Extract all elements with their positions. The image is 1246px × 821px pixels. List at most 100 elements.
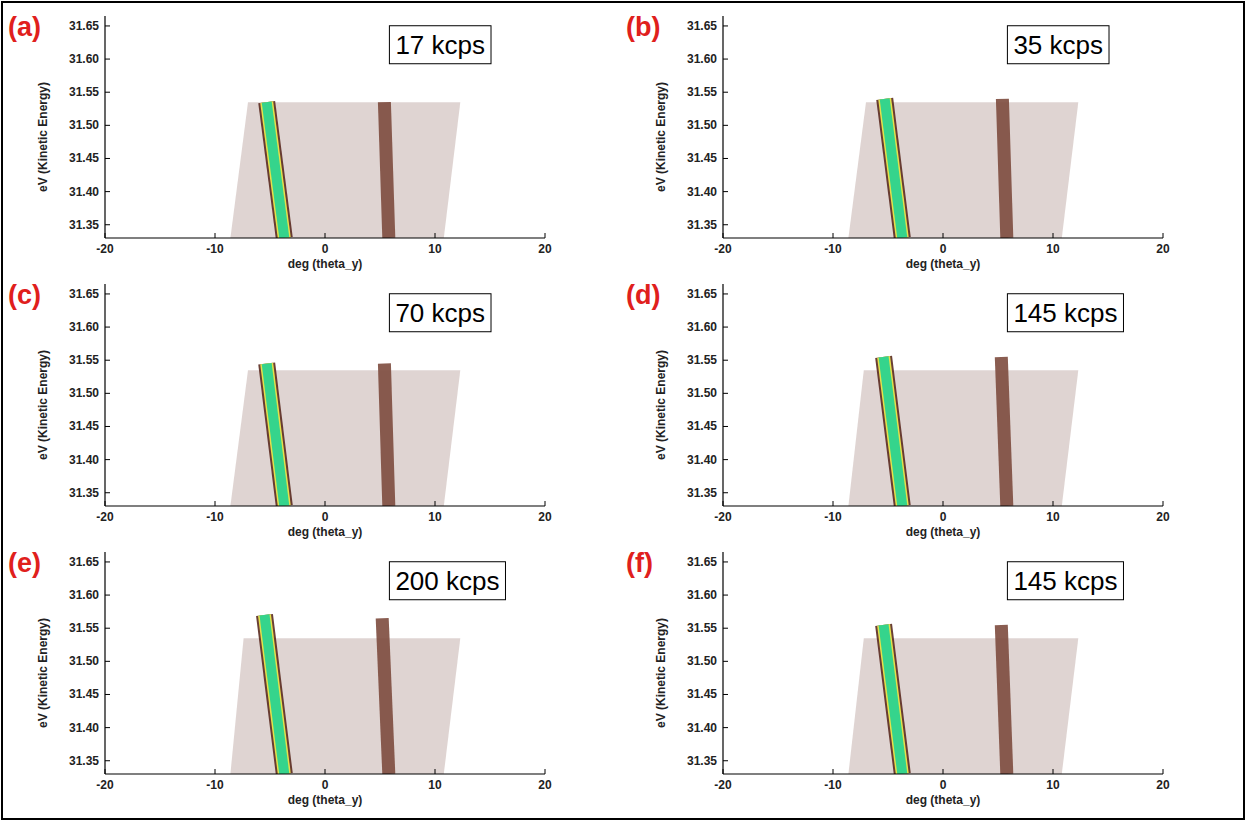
y-tick-label: 31.60	[69, 320, 99, 334]
y-tick-label: 31.55	[69, 621, 99, 635]
y-tick	[105, 661, 110, 662]
y-tick	[105, 125, 110, 126]
annotation-box	[389, 562, 505, 600]
x-tick-label: 0	[322, 510, 329, 524]
band	[1002, 99, 1006, 238]
x-tick-label: 20	[538, 242, 552, 256]
x-tick-label: 10	[1046, 242, 1060, 256]
x-tick	[325, 233, 326, 238]
x-axis-title: deg (theta_y)	[288, 525, 363, 539]
y-axis-title: eV (Kinetic Energy)	[36, 350, 50, 460]
x-tick-label: 10	[428, 510, 442, 524]
y-tick	[723, 492, 728, 493]
y-tick-label: 31.60	[687, 320, 717, 334]
band-edge	[267, 364, 285, 506]
x-tick-label: -10	[824, 242, 842, 256]
panel-letter: (b)	[626, 12, 660, 42]
y-tick-label: 31.60	[69, 52, 99, 66]
y-tick-label: 31.35	[687, 486, 717, 500]
y-tick	[105, 760, 110, 761]
annotation-box	[389, 294, 491, 332]
band	[884, 357, 903, 506]
y-tick	[723, 224, 728, 225]
y-tick-label: 31.55	[687, 85, 717, 99]
y-tick-label: 31.40	[69, 453, 99, 467]
x-tick	[215, 769, 216, 774]
y-tick-label: 31.35	[69, 486, 99, 500]
x-axis-title: deg (theta_y)	[906, 525, 981, 539]
x-tick-label: -20	[714, 242, 732, 256]
y-tick-label: 31.35	[69, 218, 99, 232]
panel: -20-100102031.3531.4031.4531.5031.5531.6…	[626, 280, 1170, 539]
annotation-box	[1007, 294, 1123, 332]
panel: -20-100102031.3531.4031.4531.5031.5531.6…	[8, 548, 552, 807]
y-tick	[105, 426, 110, 427]
x-tick	[215, 233, 216, 238]
x-tick-label: 0	[940, 778, 947, 792]
annotation-box	[1007, 562, 1123, 600]
y-tick-label: 31.35	[687, 218, 717, 232]
y-tick	[105, 158, 110, 159]
y-axis	[104, 552, 105, 774]
y-tick-label: 31.60	[687, 588, 717, 602]
x-tick	[435, 769, 436, 774]
y-axis-title: eV (Kinetic Energy)	[36, 82, 50, 192]
band	[884, 625, 903, 774]
x-tick	[435, 233, 436, 238]
y-tick-label: 31.45	[687, 151, 717, 165]
detector-area	[230, 102, 460, 238]
x-tick-label: -10	[824, 510, 842, 524]
y-tick	[105, 25, 110, 26]
x-tick-label: -10	[206, 778, 224, 792]
x-tick-label: 10	[428, 778, 442, 792]
y-tick	[723, 661, 728, 662]
x-tick	[1163, 233, 1164, 238]
y-tick	[105, 595, 110, 596]
y-tick-label: 31.65	[69, 19, 99, 33]
y-tick	[723, 760, 728, 761]
band-edge	[884, 357, 903, 506]
y-tick-label: 31.50	[687, 118, 717, 132]
x-tick-label: 10	[1046, 778, 1060, 792]
y-axis	[722, 16, 723, 238]
y-tick-label: 31.40	[69, 721, 99, 735]
y-axis-title: eV (Kinetic Energy)	[36, 618, 50, 728]
y-tick	[105, 224, 110, 225]
y-tick	[105, 92, 110, 93]
x-tick-label: 20	[1156, 778, 1170, 792]
y-tick-label: 31.45	[69, 151, 99, 165]
x-tick	[1053, 769, 1054, 774]
plot-area	[848, 625, 1078, 774]
x-tick	[545, 769, 546, 774]
y-tick	[105, 561, 110, 562]
annotation: 17 kcps	[395, 30, 485, 60]
y-tick	[105, 59, 110, 60]
y-tick	[723, 59, 728, 60]
x-tick	[1163, 501, 1164, 506]
x-tick-label: -20	[96, 510, 114, 524]
y-tick	[723, 360, 728, 361]
y-tick	[105, 459, 110, 460]
y-axis	[722, 284, 723, 506]
panel-letter: (a)	[8, 12, 41, 42]
panel-letter: (c)	[8, 280, 41, 310]
y-axis	[104, 284, 105, 506]
plot-area	[230, 615, 460, 774]
x-tick	[1163, 769, 1164, 774]
x-tick-label: 0	[940, 242, 947, 256]
band-edge	[884, 625, 903, 774]
annotation: 145 kcps	[1013, 566, 1117, 596]
x-tick-label: -10	[824, 778, 842, 792]
y-tick	[105, 492, 110, 493]
y-tick	[723, 92, 728, 93]
y-tick-label: 31.50	[69, 386, 99, 400]
band-rim	[884, 357, 903, 506]
panel-letter: (e)	[8, 548, 41, 578]
annotation: 200 kcps	[395, 566, 499, 596]
panel-letter: (f)	[626, 548, 653, 578]
x-tick-label: -20	[96, 242, 114, 256]
x-tick	[943, 501, 944, 506]
y-tick-label: 31.55	[687, 353, 717, 367]
y-tick	[723, 694, 728, 695]
x-tick	[723, 233, 724, 238]
